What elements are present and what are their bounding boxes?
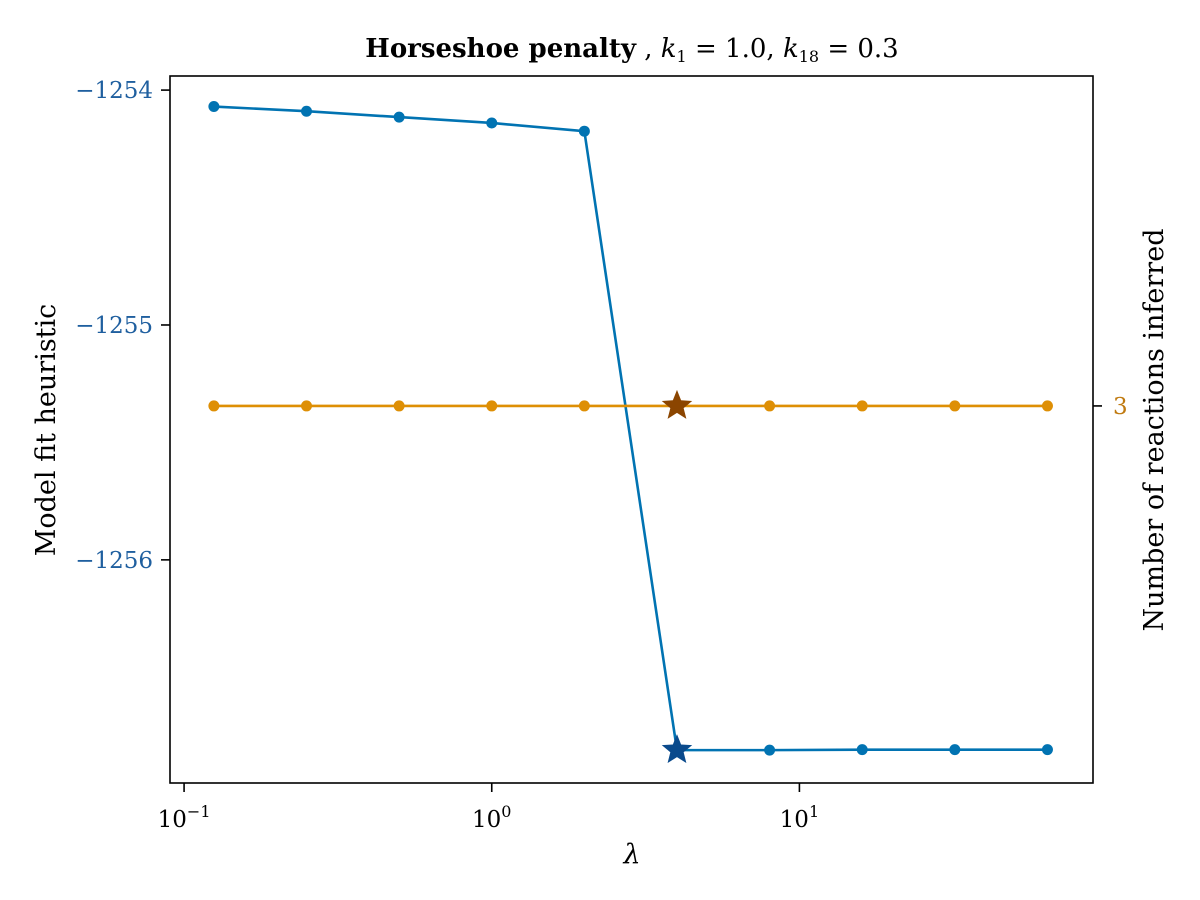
x-tick-label-0: 10−1 bbox=[158, 802, 211, 833]
series-0-point bbox=[301, 105, 313, 117]
title-part-1: k bbox=[661, 34, 677, 64]
series-0-point bbox=[764, 744, 776, 756]
series-0-point bbox=[578, 125, 590, 137]
series-0-point bbox=[856, 744, 868, 756]
series-0-line bbox=[213, 105, 1048, 752]
x-tick-base-2: 10 bbox=[780, 807, 809, 833]
series-0-point bbox=[949, 744, 961, 756]
series-0-point bbox=[393, 111, 405, 123]
series-1-point bbox=[764, 400, 776, 412]
plot-area bbox=[208, 101, 1053, 764]
title-part-0: , bbox=[644, 34, 661, 64]
x-tick-exponent-1: 0 bbox=[501, 802, 511, 821]
series-0-point bbox=[486, 117, 498, 129]
left-tick-label-2: −1256 bbox=[75, 548, 153, 574]
series-1-point bbox=[949, 400, 961, 412]
x-tick-exponent-0: −1 bbox=[187, 802, 211, 821]
chart-title: Horseshoe penalty , k1 = 1.0, k18 = 0.3 bbox=[365, 34, 898, 66]
left-tick-label-1: −1255 bbox=[75, 313, 153, 339]
series-0 bbox=[208, 101, 1053, 764]
x-tick-base-1: 10 bbox=[472, 807, 501, 833]
x-tick-base-0: 10 bbox=[158, 807, 187, 833]
series-1-point bbox=[301, 400, 313, 412]
x-tick-exponent-2: 1 bbox=[809, 802, 819, 821]
plot-frame bbox=[169, 75, 1094, 784]
series-1-point bbox=[393, 400, 405, 412]
x-axis: 10−1 100 101 bbox=[158, 783, 819, 833]
y-axis-label-left: Model fit heuristic bbox=[31, 304, 62, 557]
title-part-3: = 1.0, bbox=[687, 34, 783, 64]
title-part-5: 18 bbox=[799, 47, 819, 66]
right-tick-label-0: 3 bbox=[1113, 394, 1128, 420]
series-1 bbox=[208, 389, 1053, 419]
series-1-point bbox=[856, 400, 868, 412]
title-part-6: = 0.3 bbox=[819, 34, 899, 64]
y-axis-label-right: Number of reactions inferred bbox=[1139, 229, 1170, 632]
series-1-point bbox=[578, 400, 590, 412]
series-1-selected-star bbox=[661, 389, 693, 419]
series-0-point bbox=[1041, 744, 1053, 756]
title-part-2: 1 bbox=[677, 47, 687, 66]
left-y-axis: −1254 −1255 −1256 bbox=[75, 78, 170, 574]
title-part-4: k bbox=[783, 34, 799, 64]
series-0-point bbox=[208, 101, 220, 113]
x-axis-label: λ bbox=[622, 839, 640, 870]
x-tick-label-2: 101 bbox=[780, 802, 819, 833]
x-tick-label-1: 100 bbox=[472, 802, 511, 833]
title-bold-part: Horseshoe penalty bbox=[365, 34, 637, 64]
series-0-selected-star bbox=[661, 734, 693, 764]
series-1-point bbox=[486, 400, 498, 412]
series-1-point bbox=[1041, 400, 1053, 412]
left-tick-label-0: −1254 bbox=[75, 78, 153, 104]
right-y-axis: 3 bbox=[1093, 394, 1128, 420]
series-1-point bbox=[208, 400, 220, 412]
